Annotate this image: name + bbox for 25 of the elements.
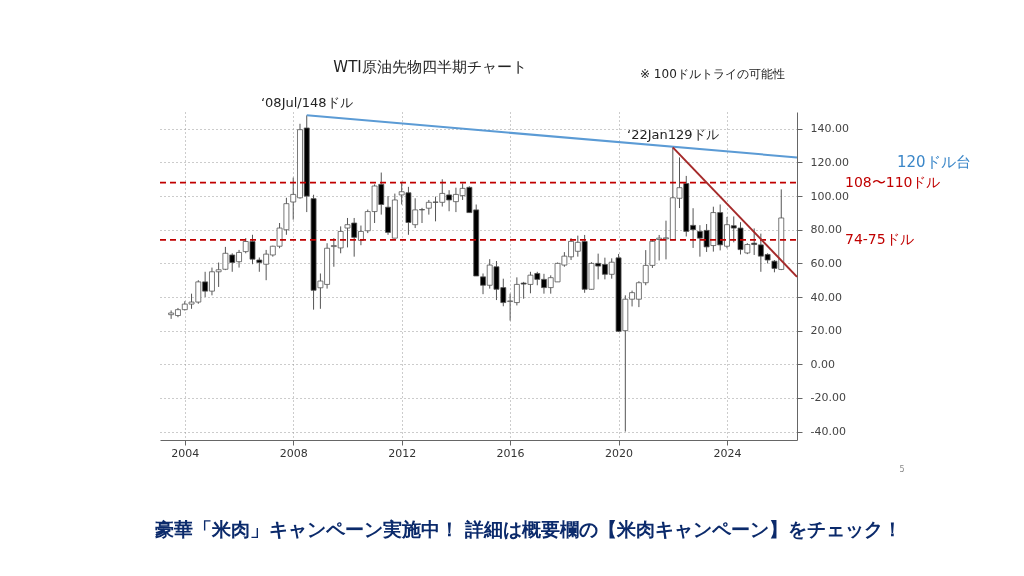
chart-title: WTI原油先物四半期チャート bbox=[333, 58, 527, 76]
y-tick-label: 120.00 bbox=[810, 155, 849, 169]
y-tick-label: 140.00 bbox=[810, 122, 849, 136]
annotation: ‘22Jan129ドル bbox=[627, 127, 719, 143]
ref-line-label: 74-75ドル bbox=[845, 230, 914, 247]
text: 120ドル台 bbox=[897, 153, 971, 171]
y-tick-label: 40.00 bbox=[810, 290, 842, 304]
x-tick-label: 2016 bbox=[496, 446, 525, 460]
y-tick-label: -40.00 bbox=[810, 425, 846, 439]
text: 豪華「米肉」キャンペーン実施中！ 詳細は概要欄の【米肉キャンペーン】をチェック！ bbox=[153, 518, 903, 540]
y-tick-label: 60.00 bbox=[810, 256, 842, 270]
annotation: ‘08Jul/148ドル bbox=[260, 95, 353, 111]
y-tick-label: 20.00 bbox=[810, 324, 842, 338]
x-tick-label: 2020 bbox=[605, 446, 634, 460]
ref-line-label: 108〜110ドル bbox=[845, 173, 941, 190]
y-tick-label: -20.00 bbox=[810, 391, 846, 405]
text: ※ 100ドルトライの可能性 bbox=[640, 67, 785, 81]
x-tick-label: 2012 bbox=[388, 446, 417, 460]
text: 5 bbox=[899, 465, 905, 474]
x-tick-label: 2004 bbox=[171, 446, 200, 460]
y-tick-label: 0.00 bbox=[810, 357, 835, 371]
x-tick-label: 2024 bbox=[713, 446, 742, 460]
y-tick-label: 100.00 bbox=[810, 189, 849, 203]
x-tick-label: 2008 bbox=[279, 446, 308, 460]
y-tick-label: 80.00 bbox=[810, 223, 842, 237]
